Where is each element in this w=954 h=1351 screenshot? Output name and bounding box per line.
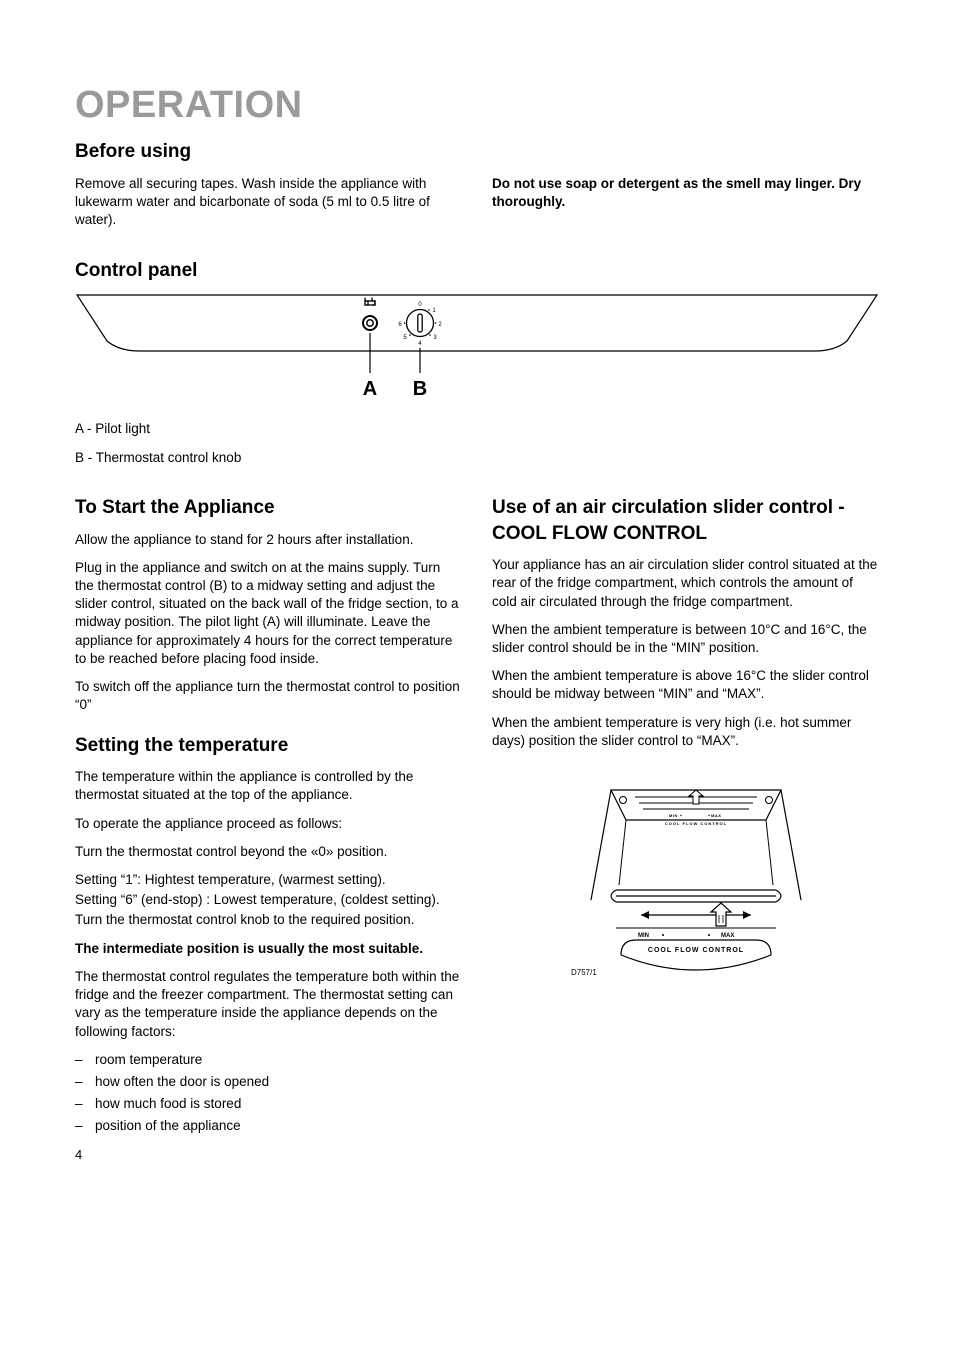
dial-num-4: 4 (418, 341, 422, 347)
cool-flow-p1: Your appliance has an air circulation sl… (492, 556, 879, 611)
diagram-code: D757/1 (571, 968, 597, 977)
page-title: OPERATION (75, 80, 879, 131)
dial-num-3: 3 (433, 335, 437, 341)
control-panel-diagram: 0 1 2 3 4 5 6 A B (75, 293, 879, 408)
start-appliance-heading: To Start the Appliance (75, 495, 462, 521)
list-item: room temperature (75, 1051, 462, 1069)
diagram-max-lower: MAX (721, 933, 734, 939)
setting-temp-p4a: Setting “1”: Hightest temperature, (warm… (75, 871, 462, 889)
legend-a: A - Pilot light (75, 420, 879, 438)
setting-temp-p3: Turn the thermostat control beyond the «… (75, 843, 462, 861)
diagram-max-upper: MAX (711, 813, 721, 818)
before-using-row: Remove all securing tapes. Wash inside t… (75, 175, 879, 240)
before-using-right: Do not use soap or detergent as the smel… (492, 175, 879, 211)
list-item: how often the door is opened (75, 1073, 462, 1091)
diagram-label-upper: COOL FLOW CONTROL (664, 821, 726, 826)
setting-temp-p1: The temperature within the appliance is … (75, 768, 462, 804)
cool-flow-p2: When the ambient temperature is between … (492, 621, 879, 657)
diagram-min-upper: MIN (669, 813, 678, 818)
cool-flow-heading: Use of an air circulation slider control… (492, 495, 879, 546)
legend-b: B - Thermostat control knob (75, 449, 879, 467)
control-panel-label-a: A (363, 378, 377, 400)
list-item: position of the appliance (75, 1117, 462, 1135)
dial-num-0: 0 (418, 302, 422, 308)
cool-flow-p3: When the ambient temperature is above 16… (492, 667, 879, 703)
diagram-label-lower: COOL FLOW CONTROL (647, 947, 743, 954)
dial-num-1: 1 (432, 308, 436, 314)
main-columns: To Start the Appliance Allow the applian… (75, 477, 879, 1163)
before-using-heading: Before using (75, 139, 879, 165)
cool-flow-p4: When the ambient temperature is very hig… (492, 714, 879, 750)
setting-temp-p4c: Turn the thermostat control knob to the … (75, 911, 462, 929)
before-using-left: Remove all securing tapes. Wash inside t… (75, 175, 462, 230)
setting-temp-heading: Setting the temperature (75, 733, 462, 759)
dial-num-6: 6 (398, 322, 402, 328)
control-panel-label-b: B (413, 378, 427, 400)
start-appliance-p2: Plug in the appliance and switch on at t… (75, 559, 462, 668)
list-item: how much food is stored (75, 1095, 462, 1113)
setting-temp-p2: To operate the appliance proceed as foll… (75, 815, 462, 833)
start-appliance-p1: Allow the appliance to stand for 2 hours… (75, 531, 462, 549)
cool-flow-diagram: MIN MAX COOL FLOW CONTROL (492, 770, 879, 1005)
diagram-min-lower: MIN (638, 933, 649, 939)
setting-temp-p6: The thermostat control regulates the tem… (75, 968, 462, 1041)
page-number: 4 (75, 1146, 462, 1164)
setting-temp-p5: The intermediate position is usually the… (75, 940, 462, 958)
control-panel-heading: Control panel (75, 258, 879, 284)
factors-list: room temperature how often the door is o… (75, 1051, 462, 1136)
setting-temp-p4b: Setting “6” (end-stop) : Lowest temperat… (75, 891, 462, 909)
dial-num-2: 2 (438, 322, 442, 328)
start-appliance-p3: To switch off the appliance turn the the… (75, 678, 462, 714)
dial-num-5: 5 (403, 335, 407, 341)
